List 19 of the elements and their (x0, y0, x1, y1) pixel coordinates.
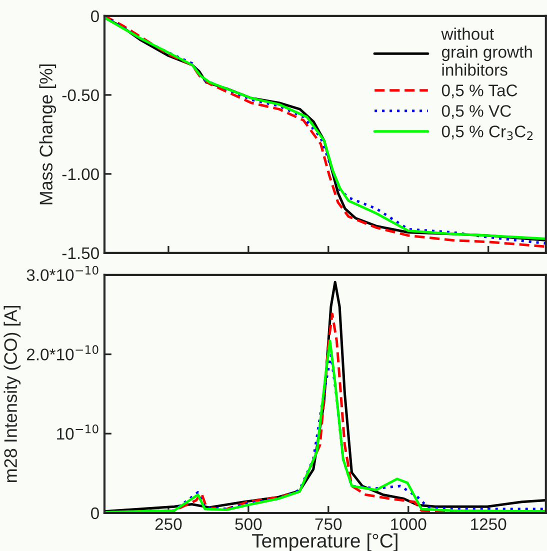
x-tick-label: 750 (315, 518, 342, 530)
x-tick-label: 1000 (391, 518, 426, 530)
legend-label: 0,5 % TaC (442, 84, 518, 98)
y-tick-label: -0.50 (62, 89, 99, 102)
x-tick-label: 500 (235, 518, 262, 530)
y-tick-label: 2.0*10$^{−10}$ (26, 345, 98, 360)
y-tick-label: 10$^{−10}$ (57, 424, 98, 440)
y-axis-title: m28 Intensity (CO) [A] (4, 306, 21, 482)
legend-label: 0,5 % VC (442, 105, 512, 119)
legend-label: 0,5 % Cr$_{3}$C$_{2}$ (442, 126, 533, 140)
y-tick-label: -1.00 (62, 168, 99, 180)
legend-label: without grain growth inhibitors (441, 28, 532, 76)
y-axis-title: Mass Change [%] (39, 64, 56, 204)
y-tick-label: 0 (91, 10, 99, 22)
y-tick-label: -1.50 (62, 247, 99, 260)
y-tick-label: 3.0*10$^{−10}$ (26, 266, 98, 282)
y-tick-label: 0 (91, 507, 99, 520)
x-tick-label: 1250 (471, 518, 506, 530)
x-tick-label: 250 (155, 518, 182, 530)
